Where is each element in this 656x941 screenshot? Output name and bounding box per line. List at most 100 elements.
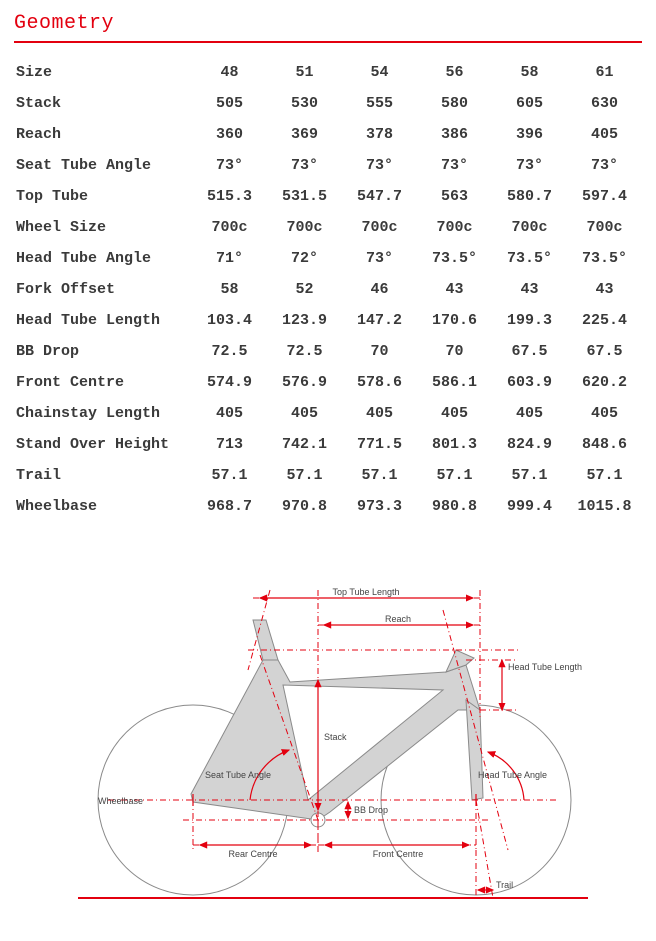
table-row: Wheel Size700c700c700c700c700c700c <box>14 212 642 243</box>
table-row: BB Drop72.572.5707067.567.5 <box>14 336 642 367</box>
cell: 70 <box>342 336 417 367</box>
cell: 530 <box>267 88 342 119</box>
cell: 700c <box>267 212 342 243</box>
row-label: Wheelbase <box>14 491 192 522</box>
cell: 360 <box>192 119 267 150</box>
cell: 824.9 <box>492 429 567 460</box>
row-label: Stand Over Height <box>14 429 192 460</box>
cell: 700c <box>342 212 417 243</box>
table-row: Fork Offset585246434343 <box>14 274 642 305</box>
cell: 405 <box>192 398 267 429</box>
cell: 72° <box>267 243 342 274</box>
cell: 73° <box>267 150 342 181</box>
row-label: Wheel Size <box>14 212 192 243</box>
col-size: 54 <box>342 57 417 88</box>
table-row: Stack505530555580605630 <box>14 88 642 119</box>
cell: 73° <box>417 150 492 181</box>
label-trail: Trail <box>496 880 513 890</box>
geometry-diagram: Wheelbase Top Tube Length Reach <box>14 550 642 915</box>
cell: 73.5° <box>492 243 567 274</box>
cell: 43 <box>567 274 642 305</box>
cell: 396 <box>492 119 567 150</box>
cell: 405 <box>567 398 642 429</box>
label-top-tube-length: Top Tube Length <box>332 587 399 597</box>
cell: 170.6 <box>417 305 492 336</box>
cell: 405 <box>267 398 342 429</box>
cell: 405 <box>492 398 567 429</box>
cell: 968.7 <box>192 491 267 522</box>
cell: 700c <box>567 212 642 243</box>
cell: 405 <box>417 398 492 429</box>
cell: 605 <box>492 88 567 119</box>
cell: 369 <box>267 119 342 150</box>
cell: 771.5 <box>342 429 417 460</box>
row-label: BB Drop <box>14 336 192 367</box>
cell: 405 <box>567 119 642 150</box>
row-label: Stack <box>14 88 192 119</box>
cell: 57.1 <box>342 460 417 491</box>
table-row: Top Tube515.3531.5547.7563580.7597.4 <box>14 181 642 212</box>
row-label: Seat Tube Angle <box>14 150 192 181</box>
table-row: Reach360369378386396405 <box>14 119 642 150</box>
cell: 563 <box>417 181 492 212</box>
bike-frame <box>191 620 483 827</box>
geometry-table: Size485154565861Stack505530555580605630R… <box>14 57 642 522</box>
col-size: 56 <box>417 57 492 88</box>
table-row: Stand Over Height713742.1771.5801.3824.9… <box>14 429 642 460</box>
cell: 73.5° <box>567 243 642 274</box>
cell: 73.5° <box>417 243 492 274</box>
cell: 46 <box>342 274 417 305</box>
label-head-tube-angle: Head Tube Angle <box>478 770 547 780</box>
cell: 57.1 <box>492 460 567 491</box>
cell: 700c <box>417 212 492 243</box>
cell: 52 <box>267 274 342 305</box>
cell: 999.4 <box>492 491 567 522</box>
label-reach: Reach <box>385 614 411 624</box>
cell: 848.6 <box>567 429 642 460</box>
cell: 43 <box>492 274 567 305</box>
cell: 574.9 <box>192 367 267 398</box>
cell: 578.6 <box>342 367 417 398</box>
cell: 67.5 <box>492 336 567 367</box>
cell: 586.1 <box>417 367 492 398</box>
table-row: Front Centre574.9576.9578.6586.1603.9620… <box>14 367 642 398</box>
cell: 547.7 <box>342 181 417 212</box>
label-head-tube-length: Head Tube Length <box>508 662 582 672</box>
row-label: Trail <box>14 460 192 491</box>
label-seat-tube-angle: Seat Tube Angle <box>205 770 271 780</box>
cell: 73° <box>492 150 567 181</box>
cell: 973.3 <box>342 491 417 522</box>
table-row: Trail57.157.157.157.157.157.1 <box>14 460 642 491</box>
col-size: 61 <box>567 57 642 88</box>
label-bb-drop: BB Drop <box>354 805 388 815</box>
row-label: Fork Offset <box>14 274 192 305</box>
cell: 57.1 <box>192 460 267 491</box>
table-row: Seat Tube Angle73°73°73°73°73°73° <box>14 150 642 181</box>
cell: 515.3 <box>192 181 267 212</box>
cell: 73° <box>192 150 267 181</box>
cell: 386 <box>417 119 492 150</box>
cell: 505 <box>192 88 267 119</box>
cell: 67.5 <box>567 336 642 367</box>
col-label: Size <box>14 57 192 88</box>
cell: 123.9 <box>267 305 342 336</box>
cell: 576.9 <box>267 367 342 398</box>
cell: 58 <box>192 274 267 305</box>
table-row: Head Tube Length103.4123.9147.2170.6199.… <box>14 305 642 336</box>
row-label: Front Centre <box>14 367 192 398</box>
cell: 72.5 <box>267 336 342 367</box>
cell: 1015.8 <box>567 491 642 522</box>
cell: 103.4 <box>192 305 267 336</box>
row-label: Reach <box>14 119 192 150</box>
cell: 630 <box>567 88 642 119</box>
label-rear-centre: Rear Centre <box>228 849 277 859</box>
cell: 700c <box>492 212 567 243</box>
cell: 71° <box>192 243 267 274</box>
label-wheelbase: Wheelbase <box>98 796 143 806</box>
title-rule <box>14 41 642 43</box>
cell: 378 <box>342 119 417 150</box>
cell: 531.5 <box>267 181 342 212</box>
cell: 580.7 <box>492 181 567 212</box>
row-label: Head Tube Length <box>14 305 192 336</box>
cell: 72.5 <box>192 336 267 367</box>
